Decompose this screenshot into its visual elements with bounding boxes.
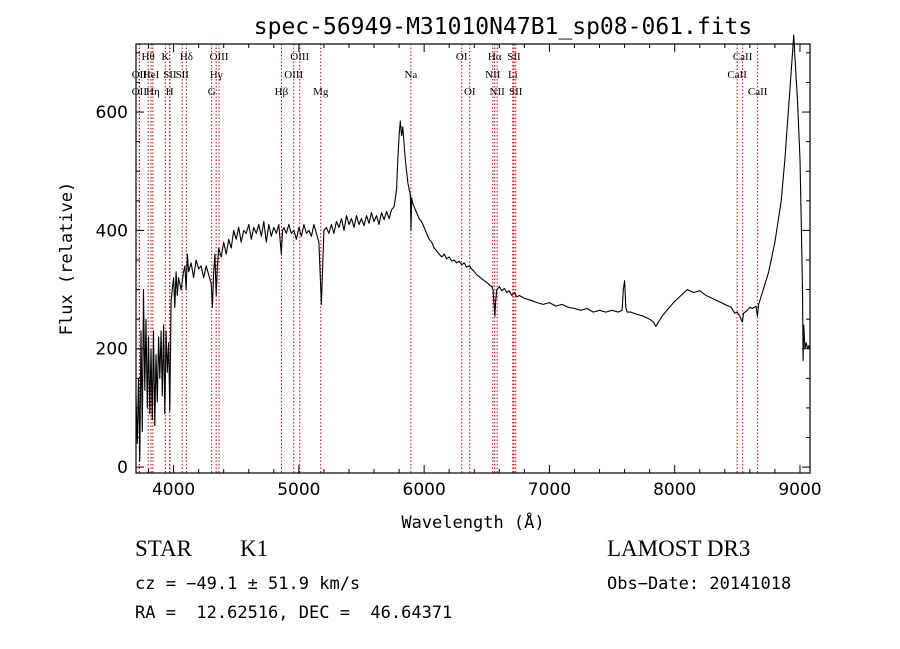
spectral-line-label: SII bbox=[509, 86, 523, 98]
ra-dec-coords: RA = 12.62516, DEC = 46.64371 bbox=[135, 603, 453, 623]
spectral-line-label: OI bbox=[464, 86, 476, 98]
spectral-line-label: Hθ bbox=[142, 51, 155, 63]
x-tick-label: 4000 bbox=[152, 480, 195, 500]
spectral-line-label: HeI bbox=[143, 69, 160, 81]
spectral-line-label: G bbox=[208, 86, 216, 98]
spectral-line-label: Hα bbox=[488, 51, 502, 63]
plot-frame bbox=[135, 43, 811, 474]
x-tick-label: 9000 bbox=[778, 480, 821, 500]
spectral-line-label: NII bbox=[485, 69, 501, 81]
subclass: K1 bbox=[240, 536, 269, 561]
spectral-line-label: Li bbox=[508, 69, 518, 81]
x-tick-label: 8000 bbox=[653, 480, 696, 500]
cz-velocity: cz = −49.1 ± 51.9 km/s bbox=[135, 574, 361, 594]
spectral-line-label: H bbox=[166, 86, 174, 98]
spectral-line-label: OII bbox=[132, 86, 148, 98]
spectral-line-label: CaII bbox=[727, 69, 747, 81]
spectral-line-label: Mg bbox=[313, 86, 329, 98]
object-class: STAR bbox=[135, 536, 192, 561]
spectral-line-label: OIII bbox=[290, 51, 309, 63]
spectral-line-label: CaII bbox=[748, 86, 768, 98]
spectral-line-label: Hη bbox=[146, 86, 160, 98]
y-tick-label: 200 bbox=[96, 340, 128, 360]
spectral-line-label: OI bbox=[456, 51, 468, 63]
x-tick-label: 6000 bbox=[403, 480, 446, 500]
y-tick-label: 0 bbox=[117, 458, 128, 478]
chart-title: spec-56949-M31010N47B1_sp08-061.fits bbox=[254, 14, 753, 40]
x-tick-label: 7000 bbox=[528, 480, 571, 500]
spectrum-series-flux bbox=[135, 34, 811, 462]
spectral-line-label: SII bbox=[163, 69, 177, 81]
y-tick-label: 400 bbox=[96, 221, 128, 241]
obs-date: Obs−Date: 20141018 bbox=[607, 574, 792, 594]
spectral-line-label: OIII bbox=[210, 51, 229, 63]
spectral-line-label: NII bbox=[490, 86, 506, 98]
spectral-line-label: SII bbox=[507, 51, 521, 63]
spectral-line-label: Hγ bbox=[210, 69, 223, 81]
spectral-line-label: Hδ bbox=[180, 51, 193, 63]
spectral-line-label: SII bbox=[176, 69, 190, 81]
survey-label: LAMOST DR3 bbox=[607, 536, 751, 561]
spectral-line-label: CaII bbox=[733, 51, 753, 63]
spectral-line-label: Hβ bbox=[275, 86, 289, 98]
y-axis-label: Flux (relative) bbox=[57, 182, 77, 336]
spectral-line-label: Na bbox=[404, 69, 417, 81]
x-axis-label: Wavelength (Å) bbox=[401, 511, 544, 533]
spectral-line-label: OIII bbox=[284, 69, 303, 81]
y-tick-label: 600 bbox=[96, 103, 128, 123]
x-tick-label: 5000 bbox=[277, 480, 320, 500]
spectral-line-label: K bbox=[161, 51, 169, 63]
